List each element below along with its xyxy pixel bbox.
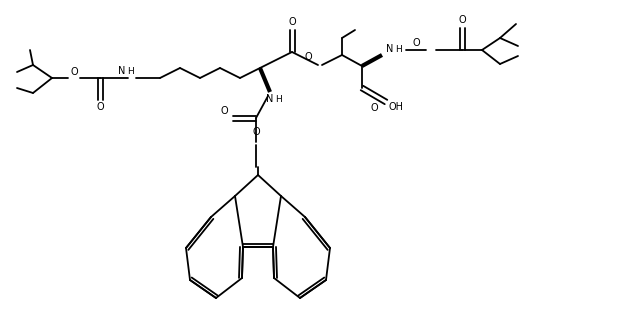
Text: O: O (96, 102, 104, 112)
Text: H: H (394, 44, 401, 53)
Text: O: O (220, 106, 228, 116)
Text: O: O (304, 52, 312, 62)
Text: H: H (275, 95, 282, 103)
Text: N: N (386, 44, 394, 54)
Text: O: O (288, 17, 296, 27)
Text: OH: OH (389, 102, 403, 112)
Text: O: O (458, 15, 466, 25)
Text: O: O (252, 127, 260, 137)
Text: O: O (370, 103, 378, 113)
Text: O: O (412, 38, 420, 48)
Text: N: N (118, 66, 126, 76)
Text: O: O (70, 67, 78, 77)
Text: H: H (127, 66, 134, 75)
Text: N: N (266, 94, 273, 104)
